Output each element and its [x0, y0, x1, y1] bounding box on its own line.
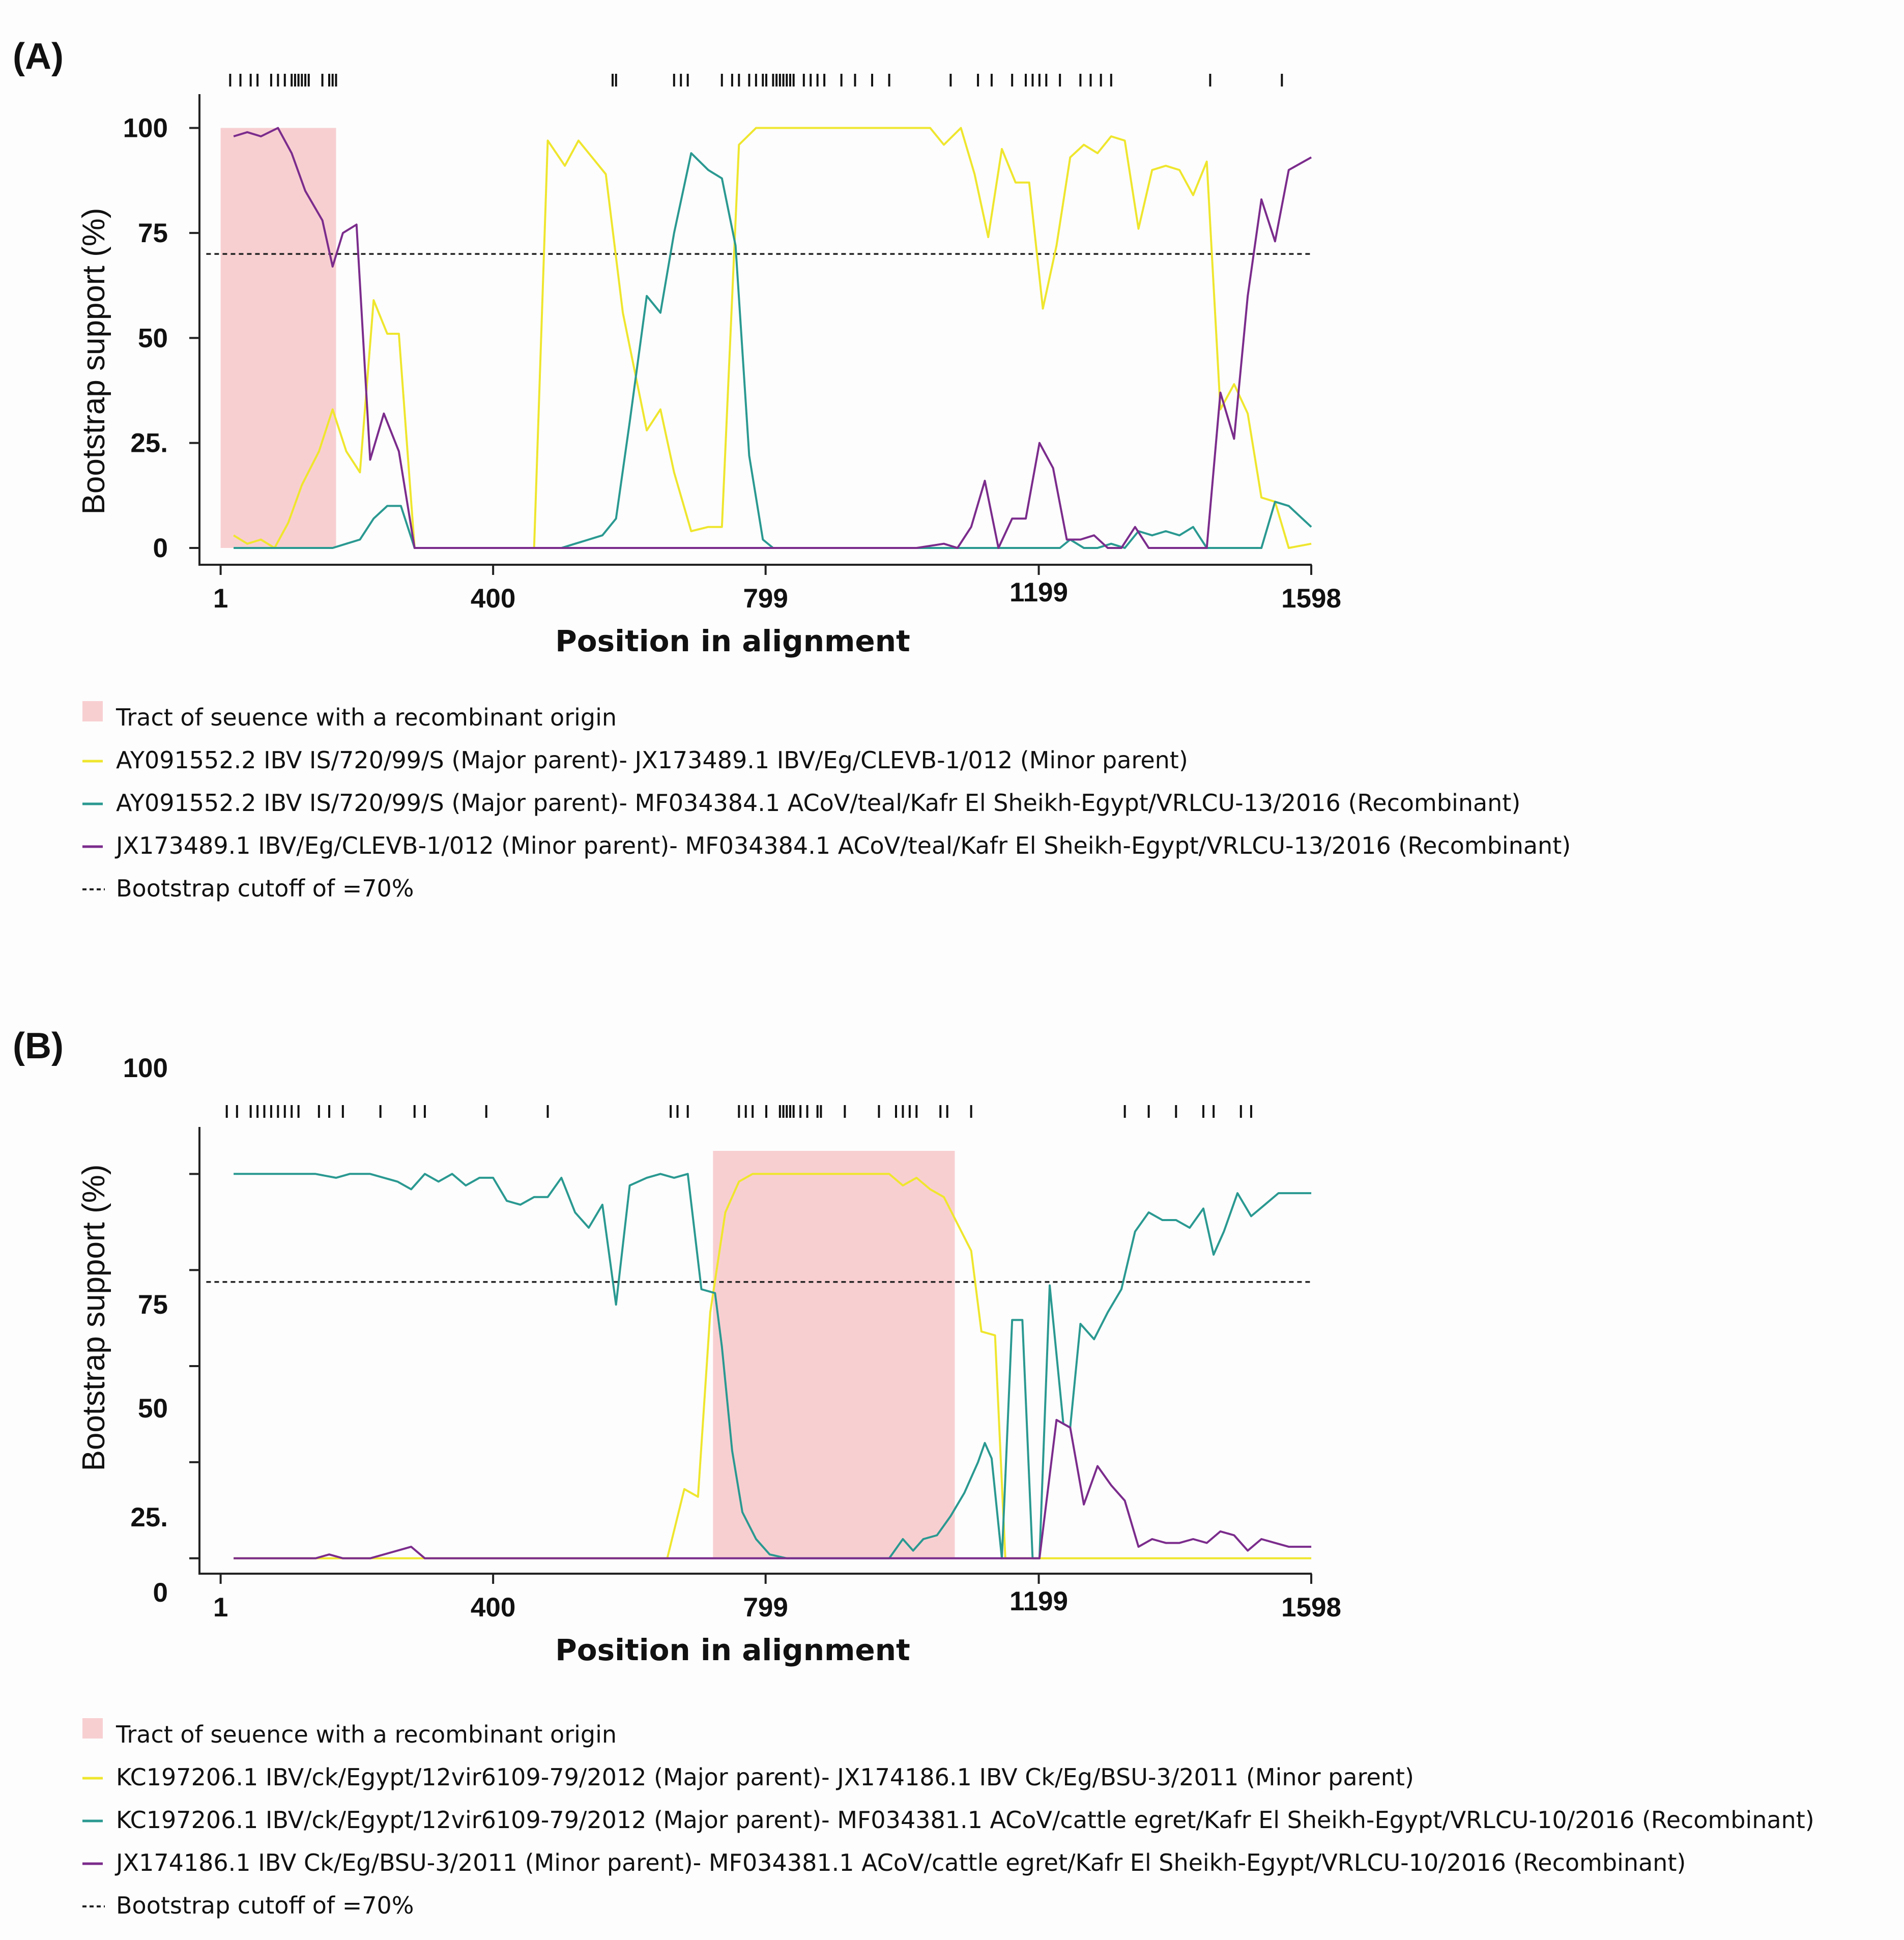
- legend: Tract of seuence with a recombinant orig…: [82, 701, 1571, 902]
- x-tick-label: 1598: [1281, 1592, 1341, 1623]
- x-tick-label: 1598: [1281, 584, 1341, 614]
- panel-a: (A) 0 25. 50 75 100 1 400 799 1199 1598 Bootstra…: [13, 36, 1571, 902]
- y-tick-label: 50: [138, 323, 168, 353]
- legend-label: KC197206.1 IBV/ck/Egypt/12vir6109-79/201…: [116, 1806, 1814, 1834]
- legend-label: Tract of seuence with a recombinant orig…: [116, 1721, 617, 1748]
- y-tick-label: 50: [138, 1394, 168, 1424]
- legend-swatch: [82, 1718, 103, 1739]
- x-tick-label: 400: [471, 1592, 515, 1623]
- series-line-teal: [234, 152, 1312, 549]
- panel-b: (B) 0 25. 50 75 100 1 400 799 1199 1598 Bootstra…: [13, 1026, 1814, 1919]
- breakpoint-marks: [229, 74, 1283, 86]
- recombinant-tract: [713, 1151, 955, 1558]
- y-tick-label: 0: [153, 1578, 168, 1608]
- legend-label: KC197206.1 IBV/ck/Egypt/12vir6109-79/201…: [116, 1763, 1414, 1791]
- x-tick-label: 1199: [1009, 577, 1068, 607]
- legend-label: JX173489.1 IBV/Eg/CLEVB-1/012 (Minor par…: [114, 832, 1571, 859]
- y-tick-label: 0: [153, 533, 168, 563]
- x-ticks: 1 400 799 1199 1598: [213, 565, 1341, 614]
- breakpoint-marks: [225, 1105, 1252, 1118]
- y-tick-label: 25.: [130, 1502, 168, 1532]
- y-tick-label: 100: [123, 1053, 168, 1083]
- series-line-purple: [233, 127, 1312, 549]
- legend: Tract of seuence with a recombinant orig…: [82, 1718, 1814, 1919]
- y-axis-title: Bootstrap support (%): [76, 208, 111, 514]
- x-ticks: 1 400 799 1199 1598: [213, 1574, 1341, 1623]
- axes: [198, 1127, 1312, 1575]
- y-tick-label: 75: [138, 1290, 168, 1320]
- legend-label: JX174186.1 IBV Ck/Eg/BSU-3/2011 (Minor p…: [114, 1849, 1686, 1876]
- y-tick-label: 75: [138, 218, 168, 248]
- legend-label: Bootstrap cutoff of =70%: [116, 1892, 414, 1919]
- recombinant-tract: [220, 128, 336, 548]
- panel-label-b: (B): [13, 1026, 64, 1066]
- x-tick-label: 799: [743, 584, 788, 614]
- y-tick-label: 25.: [130, 428, 168, 458]
- legend-label: AY091552.2 IBV IS/720/99/S (Major parent…: [116, 789, 1520, 817]
- series-lines: [234, 1173, 1312, 1559]
- legend-swatch: [82, 701, 103, 721]
- series-line-purple: [234, 1418, 1312, 1559]
- x-tick-label: 1199: [1009, 1586, 1068, 1616]
- axes: [198, 94, 1312, 566]
- series-lines: [233, 127, 1312, 549]
- legend-label: AY091552.2 IBV IS/720/99/S (Major parent…: [116, 746, 1188, 774]
- legend-label: Bootstrap cutoff of =70%: [116, 875, 414, 902]
- x-tick-label: 1: [213, 1592, 228, 1623]
- y-tick-label: 100: [123, 113, 168, 143]
- x-axis-title: Position in alignment: [555, 624, 910, 658]
- series-line-yellow: [233, 127, 1312, 549]
- x-tick-label: 1: [213, 584, 228, 614]
- y-ticks: 0 25. 50 75 100: [123, 113, 199, 563]
- x-axis-title: Position in alignment: [555, 1633, 910, 1667]
- x-tick-label: 400: [471, 584, 515, 614]
- legend-label: Tract of seuence with a recombinant orig…: [116, 704, 617, 731]
- panel-label-a: (A): [13, 36, 64, 77]
- y-ticks: 0 25. 50 75 100: [123, 1053, 199, 1608]
- x-tick-label: 799: [743, 1592, 788, 1623]
- y-axis-title: Bootstrap support (%): [76, 1164, 111, 1471]
